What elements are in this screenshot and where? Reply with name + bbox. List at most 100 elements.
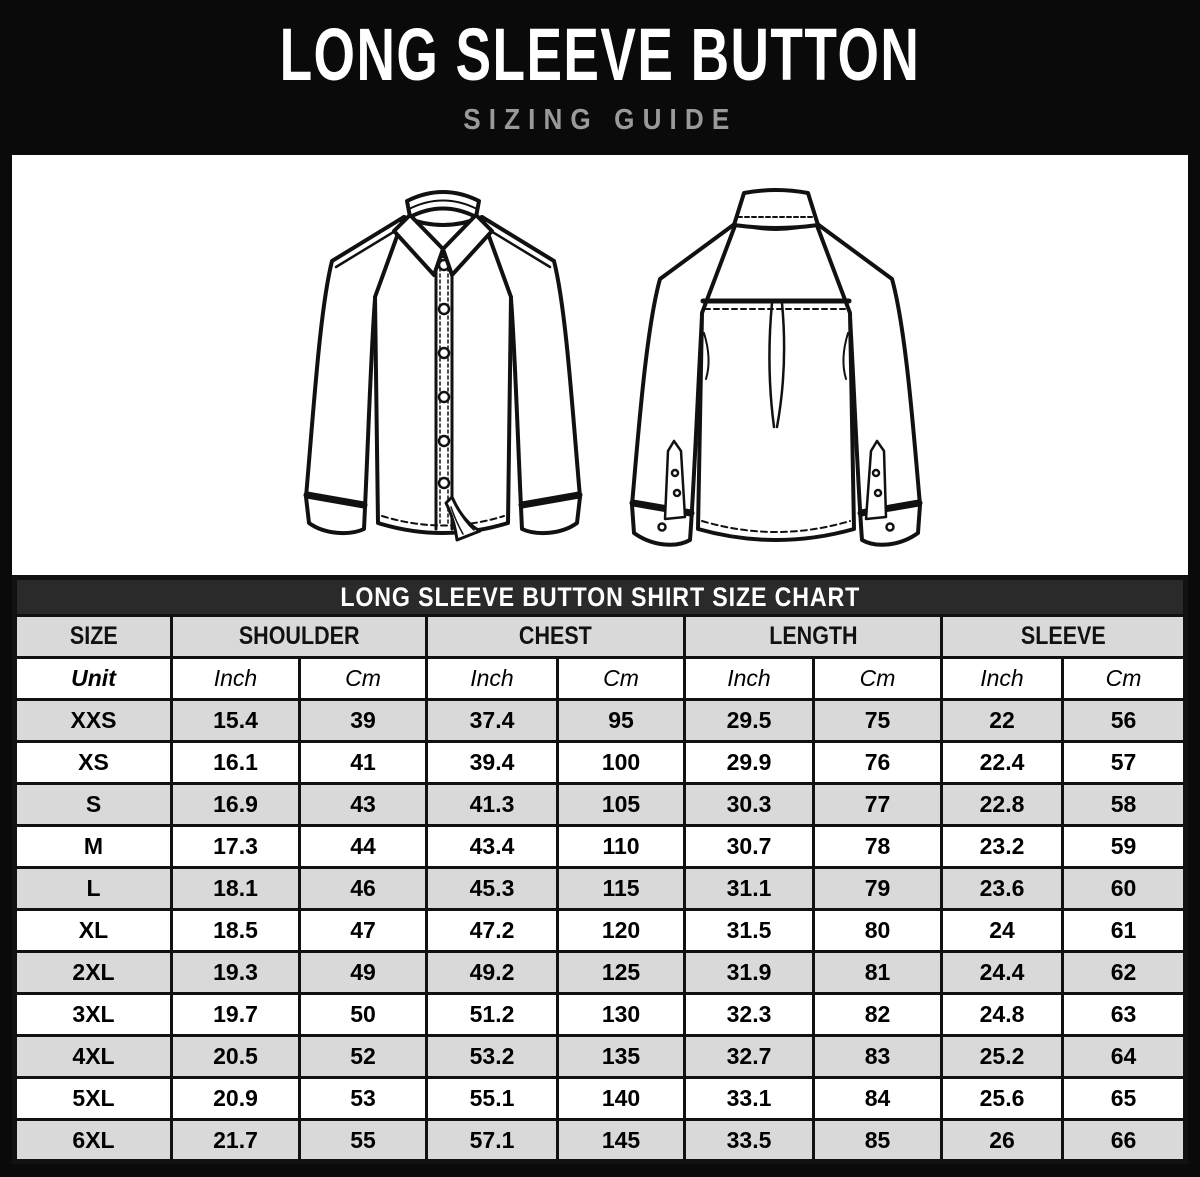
cell-sleeve-cm: 58 xyxy=(1061,782,1187,827)
cell-sleeve-cm: 66 xyxy=(1061,1118,1187,1163)
cell-shoulder-cm: 50 xyxy=(298,992,428,1037)
cell-shoulder-cm: 55 xyxy=(298,1118,428,1163)
cell-length-cm: 83 xyxy=(812,1034,943,1079)
cell-shoulder-inch: 17.3 xyxy=(170,824,301,869)
table-row-3xl: 3XL 19.7 50 51.2 130 32.3 82 24.8 63 xyxy=(13,992,1187,1037)
cell-sleeve-inch: 22.4 xyxy=(940,740,1064,785)
cell-chest-cm: 105 xyxy=(556,782,686,827)
cell-shoulder-inch: 21.7 xyxy=(170,1118,301,1163)
unit-sleeve-cm: Cm xyxy=(1061,656,1187,701)
size-chart-table: LONG SLEEVE BUTTON SHIRT SIZE CHART SIZE… xyxy=(12,575,1188,1164)
cell-length-cm: 85 xyxy=(812,1118,943,1163)
cell-sleeve-inch: 22.8 xyxy=(940,782,1064,827)
front-left-cuff-line xyxy=(303,491,368,509)
cell-chest-cm: 130 xyxy=(556,992,686,1037)
cell-shoulder-cm: 52 xyxy=(298,1034,428,1079)
shirt-front-illustration xyxy=(303,190,583,542)
cell-chest-cm: 110 xyxy=(556,824,686,869)
cell-chest-inch: 43.4 xyxy=(425,824,559,869)
cell-chest-inch: 57.1 xyxy=(425,1118,559,1163)
cell-chest-inch: 51.2 xyxy=(425,992,559,1037)
cell-chest-cm: 120 xyxy=(556,908,686,953)
column-header-chest: CHEST xyxy=(425,614,686,659)
shirt-back-illustration xyxy=(629,188,923,547)
cell-chest-inch: 53.2 xyxy=(425,1034,559,1079)
cell-size: 6XL xyxy=(13,1118,173,1163)
unit-chest-inch: Inch xyxy=(425,656,559,701)
cell-length-cm: 80 xyxy=(812,908,943,953)
table-row-5xl: 5XL 20.9 53 55.1 140 33.1 84 25.6 65 xyxy=(13,1076,1187,1121)
cell-length-inch: 32.3 xyxy=(683,992,815,1037)
cell-sleeve-inch: 24.4 xyxy=(940,950,1064,995)
cell-shoulder-inch: 19.7 xyxy=(170,992,301,1037)
cell-sleeve-cm: 63 xyxy=(1061,992,1187,1037)
cell-sleeve-cm: 60 xyxy=(1061,866,1187,911)
cell-length-cm: 78 xyxy=(812,824,943,869)
cell-length-inch: 30.7 xyxy=(683,824,815,869)
cell-sleeve-cm: 65 xyxy=(1061,1076,1187,1121)
unit-length-cm: Cm xyxy=(812,656,943,701)
cell-size: S xyxy=(13,782,173,827)
table-row-6xl: 6XL 21.7 55 57.1 145 33.5 85 26 66 xyxy=(13,1118,1187,1163)
table-row-xxs: XXS 15.4 39 37.4 95 29.5 75 22 56 xyxy=(13,698,1187,743)
cell-length-inch: 30.3 xyxy=(683,782,815,827)
cell-sleeve-inch: 22 xyxy=(940,698,1064,743)
cell-sleeve-cm: 62 xyxy=(1061,950,1187,995)
cell-length-inch: 33.1 xyxy=(683,1076,815,1121)
cell-shoulder-cm: 49 xyxy=(298,950,428,995)
page-subtitle: SIZING GUIDE xyxy=(462,104,738,136)
cell-shoulder-inch: 16.9 xyxy=(170,782,301,827)
column-header-length: LENGTH xyxy=(683,614,943,659)
table-row-m: M 17.3 44 43.4 110 30.7 78 23.2 59 xyxy=(13,824,1187,869)
cell-chest-cm: 135 xyxy=(556,1034,686,1079)
cell-sleeve-inch: 23.2 xyxy=(940,824,1064,869)
back-right-cuff-placket xyxy=(864,439,895,532)
table-row-4xl: 4XL 20.5 52 53.2 135 32.7 83 25.2 64 xyxy=(13,1034,1187,1079)
back-pleat xyxy=(768,301,786,429)
cell-shoulder-inch: 20.5 xyxy=(170,1034,301,1079)
cell-length-inch: 29.5 xyxy=(683,698,815,743)
cell-size: M xyxy=(13,824,173,869)
page-header: LONG SLEEVE BUTTON SIZING GUIDE xyxy=(0,0,1200,155)
cell-sleeve-cm: 61 xyxy=(1061,908,1187,953)
table-title-row: LONG SLEEVE BUTTON SHIRT SIZE CHART xyxy=(13,576,1187,617)
cell-chest-cm: 125 xyxy=(556,950,686,995)
cell-chest-inch: 41.3 xyxy=(425,782,559,827)
cell-chest-inch: 45.3 xyxy=(425,866,559,911)
cell-shoulder-cm: 43 xyxy=(298,782,428,827)
cell-shoulder-cm: 46 xyxy=(298,866,428,911)
cell-sleeve-inch: 24.8 xyxy=(940,992,1064,1037)
cell-sleeve-cm: 57 xyxy=(1061,740,1187,785)
column-header-row: SIZE SHOULDER CHEST LENGTH SLEEVE xyxy=(13,614,1187,659)
cell-chest-inch: 55.1 xyxy=(425,1076,559,1121)
cell-shoulder-inch: 18.5 xyxy=(170,908,301,953)
content-panel: LONG SLEEVE BUTTON SHIRT SIZE CHART SIZE… xyxy=(12,155,1188,1164)
cell-shoulder-cm: 41 xyxy=(298,740,428,785)
table-title: LONG SLEEVE BUTTON SHIRT SIZE CHART xyxy=(13,576,1187,617)
table-row-l: L 18.1 46 45.3 115 31.1 79 23.6 60 xyxy=(13,866,1187,911)
column-header-size: SIZE xyxy=(13,614,173,659)
unit-shoulder-cm: Cm xyxy=(298,656,428,701)
cell-shoulder-inch: 16.1 xyxy=(170,740,301,785)
cell-sleeve-inch: 25.6 xyxy=(940,1076,1064,1121)
cell-chest-inch: 37.4 xyxy=(425,698,559,743)
cell-size: XXS xyxy=(13,698,173,743)
table-row-xl: XL 18.5 47 47.2 120 31.5 80 24 61 xyxy=(13,908,1187,953)
table-title-text: LONG SLEEVE BUTTON SHIRT SIZE CHART xyxy=(340,581,860,612)
cell-shoulder-cm: 47 xyxy=(298,908,428,953)
cell-length-cm: 75 xyxy=(812,698,943,743)
table-row-s: S 16.9 43 41.3 105 30.3 77 22.8 58 xyxy=(13,782,1187,827)
cell-size: L xyxy=(13,866,173,911)
unit-chest-cm: Cm xyxy=(556,656,686,701)
front-collar xyxy=(392,190,494,277)
cell-chest-cm: 95 xyxy=(556,698,686,743)
cell-chest-cm: 140 xyxy=(556,1076,686,1121)
table-row-xs: XS 16.1 41 39.4 100 29.9 76 22.4 57 xyxy=(13,740,1187,785)
cell-sleeve-inch: 23.6 xyxy=(940,866,1064,911)
cell-size: 4XL xyxy=(13,1034,173,1079)
unit-row: Unit Inch Cm Inch Cm Inch Cm Inch Cm xyxy=(13,656,1187,701)
cell-chest-inch: 49.2 xyxy=(425,950,559,995)
back-collar xyxy=(732,188,820,230)
front-buttons xyxy=(437,258,451,490)
